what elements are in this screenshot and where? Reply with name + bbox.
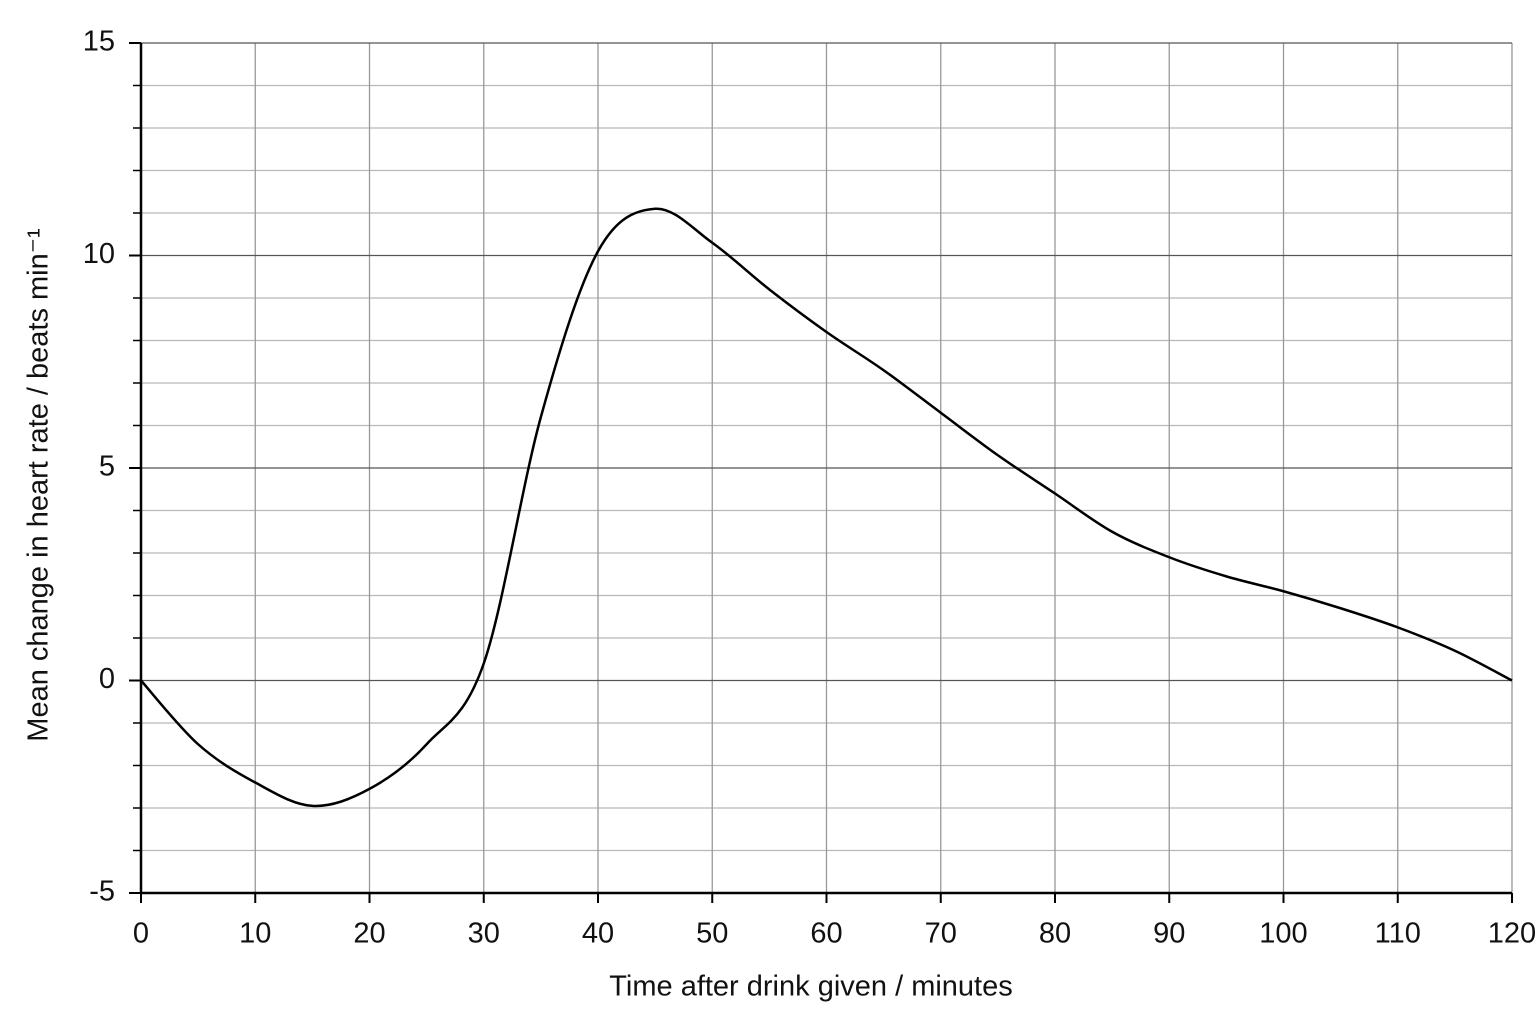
x-axis-title: Time after drink given / minutes [609, 971, 1012, 1003]
x-tick-label: 80 [1039, 918, 1071, 950]
y-tick-label: 0 [99, 663, 115, 695]
x-tick-label: 90 [1153, 918, 1185, 950]
x-tick-label: 110 [1375, 918, 1421, 950]
x-tick-label: 20 [353, 918, 385, 950]
y-tick-label: 10 [83, 238, 115, 270]
x-tick-label: 120 [1488, 918, 1536, 950]
y-tick-label: -5 [89, 876, 115, 908]
x-tick-label: 0 [133, 918, 149, 950]
x-tick-label: 30 [468, 918, 500, 950]
x-tick-label: 100 [1259, 918, 1307, 950]
x-tick-label: 70 [925, 918, 957, 950]
x-tick-label: 40 [582, 918, 614, 950]
x-tick-label: 60 [810, 918, 842, 950]
x-tick-label: 10 [239, 918, 271, 950]
data-line [140, 207, 1513, 808]
y-tick-label: 5 [99, 451, 115, 483]
y-axis-title: Mean change in heart rate / beats min⁻¹ [23, 228, 55, 742]
y-tick-label: 15 [83, 26, 115, 58]
x-tick-label: 50 [696, 918, 728, 950]
